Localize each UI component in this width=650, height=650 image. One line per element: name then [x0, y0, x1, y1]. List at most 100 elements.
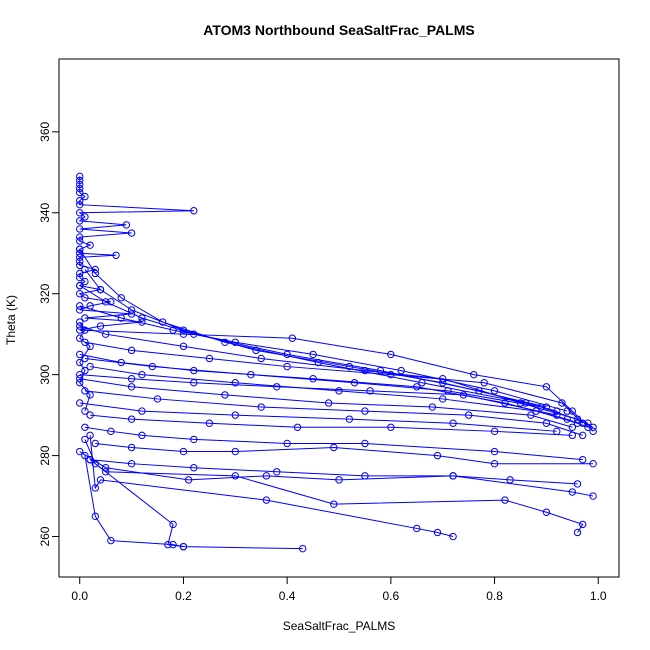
data-point [573, 415, 582, 423]
data-point [96, 476, 105, 484]
data-point [184, 476, 193, 484]
data-point [76, 379, 84, 387]
data-point [579, 455, 587, 464]
data-point [76, 253, 84, 261]
data-point [501, 496, 509, 504]
data-point [91, 459, 99, 468]
data-point [190, 435, 198, 444]
y-axis: 260 280 300 320 340 360 [38, 122, 60, 547]
data-point [107, 427, 115, 436]
data-point [568, 423, 577, 431]
data-point [179, 542, 188, 551]
y-tick-label: 300 [38, 364, 52, 384]
series-14 [86, 431, 457, 541]
data-point [81, 387, 89, 395]
data-point [231, 379, 239, 387]
x-tick-label: 0.6 [383, 589, 400, 603]
series-18 [76, 370, 561, 419]
series-line [84, 390, 583, 436]
series-line [79, 451, 594, 497]
data-point [122, 221, 131, 229]
data-point [413, 524, 421, 533]
data-point [470, 370, 478, 379]
data-point [127, 459, 136, 468]
data-point [542, 403, 551, 411]
data-point [439, 379, 447, 387]
data-point [81, 338, 89, 346]
data-point [81, 423, 89, 431]
series-line [79, 248, 526, 404]
data-point [148, 362, 157, 371]
data-point [231, 447, 239, 456]
data-point [127, 310, 136, 318]
data-point [330, 500, 338, 508]
data-point [76, 358, 84, 367]
data-point [138, 314, 146, 322]
data-point [76, 318, 84, 326]
data-point [127, 415, 136, 423]
data-point [76, 447, 84, 456]
series-line [84, 455, 303, 550]
data-point [584, 419, 592, 427]
data-point [231, 411, 239, 419]
series-12 [76, 447, 597, 500]
data-point [387, 350, 395, 359]
data-point [81, 451, 89, 460]
data-point [273, 383, 281, 391]
data-point [112, 251, 120, 259]
data-point [81, 265, 89, 274]
data-point [589, 427, 597, 436]
data-point [127, 443, 136, 452]
series-group [76, 172, 597, 553]
data-point [283, 350, 291, 359]
series-8 [86, 411, 577, 440]
data-point [86, 411, 94, 419]
data-point [439, 395, 447, 403]
data-point [76, 261, 84, 270]
data-point [584, 423, 592, 431]
data-point [324, 399, 333, 407]
series-2 [81, 338, 587, 427]
data-point [490, 459, 499, 468]
data-point [542, 383, 551, 391]
data-point [76, 326, 84, 334]
data-point [309, 350, 317, 359]
data-point [76, 176, 84, 185]
data-point [299, 544, 307, 553]
data-point [262, 496, 271, 504]
data-point [169, 520, 177, 529]
data-point [335, 476, 343, 484]
data-point [86, 431, 94, 440]
y-tick-label: 360 [38, 122, 52, 142]
data-point [190, 379, 198, 387]
data-point [76, 350, 84, 359]
series-line [79, 402, 557, 432]
data-point [86, 241, 94, 249]
series-6 [81, 387, 587, 440]
y-axis-label: Theta (K) [4, 295, 18, 345]
data-point [397, 366, 405, 375]
series-line [89, 459, 184, 548]
data-point [81, 326, 89, 334]
data-point [107, 298, 115, 306]
data-point [76, 245, 84, 253]
data-point [257, 403, 265, 411]
x-tick-label: 1.0 [590, 589, 607, 603]
data-point [490, 447, 499, 456]
data-point [345, 362, 354, 371]
data-point [366, 387, 374, 395]
data-point [96, 322, 105, 330]
data-point [164, 540, 172, 549]
series-7 [76, 399, 561, 436]
data-point [568, 488, 577, 496]
data-point [117, 314, 125, 322]
data-point [76, 237, 84, 245]
data-point [262, 472, 271, 480]
data-point [76, 370, 84, 379]
data-point [76, 273, 84, 282]
data-point [568, 431, 577, 440]
data-point [221, 391, 229, 399]
data-point [127, 383, 136, 391]
x-tick-label: 0.2 [175, 589, 192, 603]
